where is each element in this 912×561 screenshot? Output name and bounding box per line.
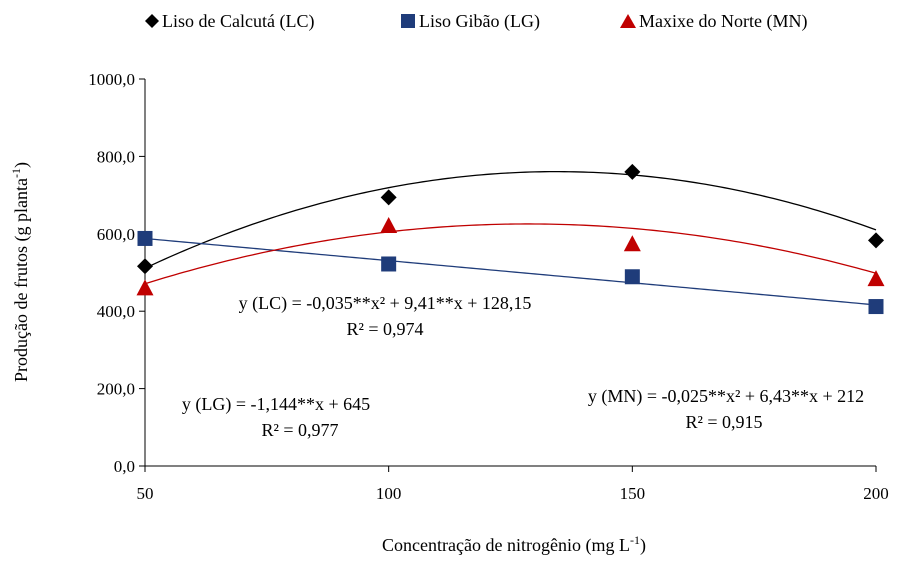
annotation-lg-r2: R² = 0,977 <box>261 420 338 440</box>
annotation-lg-equation: y (LG) = -1,144**x + 645 <box>182 394 370 415</box>
data-point-lc <box>137 258 153 275</box>
legend: Liso de Calcutá (LC) Liso Gibão (LG) Max… <box>145 11 807 32</box>
fit-curves <box>144 170 877 306</box>
annotation-lc-r2: R² = 0,974 <box>346 319 423 339</box>
annotation-lc-equation: y (LC) = -0,035**x² + 9,41**x + 128,15 <box>239 293 532 314</box>
x-tick-label: 200 <box>863 484 889 503</box>
y-tick-label: 0,0 <box>114 457 135 476</box>
data-point-lc <box>624 163 641 180</box>
annotation-mn-equation: y (MN) = -0,025**x² + 6,43**x + 212 <box>588 386 864 407</box>
legend-item-lg: Liso Gibão (LG) <box>401 11 540 32</box>
data-point-lg <box>137 230 153 246</box>
y-tick-label: 1000,0 <box>88 70 135 89</box>
data-point-lg <box>381 256 397 272</box>
legend-label-lg: Liso Gibão (LG) <box>419 11 540 32</box>
data-point-mn <box>136 279 154 296</box>
legend-marker-lc <box>145 14 159 28</box>
y-axis-title: Produção de frutos (g planta-1) <box>9 162 32 382</box>
fit-curve-mn <box>144 223 877 285</box>
data-point-mn <box>867 270 885 287</box>
y-tick-label: 800,0 <box>97 147 135 166</box>
fit-curve-lc <box>144 170 877 269</box>
data-point-lc <box>868 232 884 249</box>
x-tick-label: 100 <box>376 484 402 503</box>
y-tick-label: 600,0 <box>97 225 135 244</box>
y-tick-label: 200,0 <box>97 380 135 399</box>
x-ticks: 50 100 150 200 <box>137 466 889 503</box>
x-axis-title-sup: -1 <box>630 533 640 547</box>
legend-item-lc: Liso de Calcutá (LC) <box>145 11 314 32</box>
data-point-mn <box>623 235 641 252</box>
x-tick-label: 50 <box>137 484 154 503</box>
x-axis-title: Concentração de nitrogênio (mg L-1) <box>382 533 646 556</box>
annotations: y (LC) = -0,035**x² + 9,41**x + 128,15 R… <box>182 293 864 440</box>
x-axis-title-end: ) <box>640 535 646 556</box>
y-tick-label: 400,0 <box>97 302 135 321</box>
y-ticks: 0,0 200,0 400,0 600,0 800,0 1000,0 <box>88 70 145 476</box>
legend-item-mn: Maxixe do Norte (MN) <box>620 11 807 32</box>
legend-label-lc: Liso de Calcutá (LC) <box>162 11 314 32</box>
data-point-mn <box>380 217 398 234</box>
y-axis-title-end: ) <box>11 162 32 168</box>
data-point-lg <box>624 269 640 285</box>
data-point-lc <box>380 189 397 206</box>
fit-curve-lg <box>144 237 877 306</box>
data-points <box>136 163 885 315</box>
legend-marker-mn <box>620 14 636 28</box>
data-point-lg <box>868 299 884 315</box>
annotation-mn-r2: R² = 0,915 <box>685 412 762 432</box>
legend-marker-lg <box>401 14 415 28</box>
x-tick-label: 150 <box>620 484 646 503</box>
legend-label-mn: Maxixe do Norte (MN) <box>639 11 807 32</box>
y-axis-title-sup: -1 <box>9 168 23 178</box>
